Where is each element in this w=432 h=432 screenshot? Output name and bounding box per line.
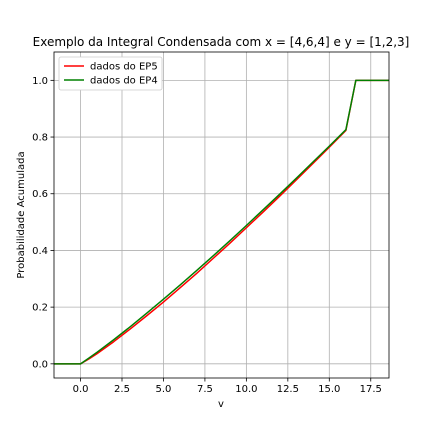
x-tick-label: 15.0 — [318, 384, 340, 395]
legend-label-ep5: dados do EP5 — [90, 62, 158, 73]
legend-box — [58, 56, 163, 91]
y-tick-label: 0.8 — [32, 133, 48, 144]
legend-label-ep4: dados do EP4 — [90, 76, 158, 87]
x-tick-label: 10.0 — [235, 384, 257, 395]
x-tick-label: 12.5 — [277, 384, 299, 395]
grid — [54, 52, 389, 378]
x-tick-label: 0.0 — [73, 384, 89, 395]
x-tick-label: 5.0 — [156, 384, 172, 395]
series-lines — [54, 79, 389, 365]
legend: dados do EP5 dados do EP4 — [58, 56, 163, 91]
x-axis-label: v — [218, 399, 224, 410]
y-tick-label: 0.2 — [32, 303, 48, 314]
x-axis-ticks: 0.0 2.5 5.0 7.5 10.0 12.5 15.0 17.5 — [73, 378, 382, 395]
series-line-ep4 — [54, 79, 389, 365]
y-tick-label: 0.6 — [32, 189, 48, 200]
x-tick-label: 7.5 — [197, 384, 213, 395]
series-line-ep5 — [54, 79, 389, 365]
y-tick-label: 0.4 — [32, 246, 48, 257]
y-axis-label: Probabilidade Acumulada — [16, 151, 27, 278]
y-tick-label: 0.0 — [32, 359, 48, 370]
x-tick-label: 17.5 — [360, 384, 382, 395]
plot-frame — [53, 51, 390, 379]
chart-title: Exemplo da Integral Condensada com x = [… — [33, 35, 410, 49]
y-axis-ticks: 0.0 0.2 0.4 0.6 0.8 1.0 — [32, 76, 54, 370]
x-tick-label: 2.5 — [114, 384, 130, 395]
plot-area — [54, 52, 389, 378]
y-tick-label: 1.0 — [32, 76, 48, 87]
